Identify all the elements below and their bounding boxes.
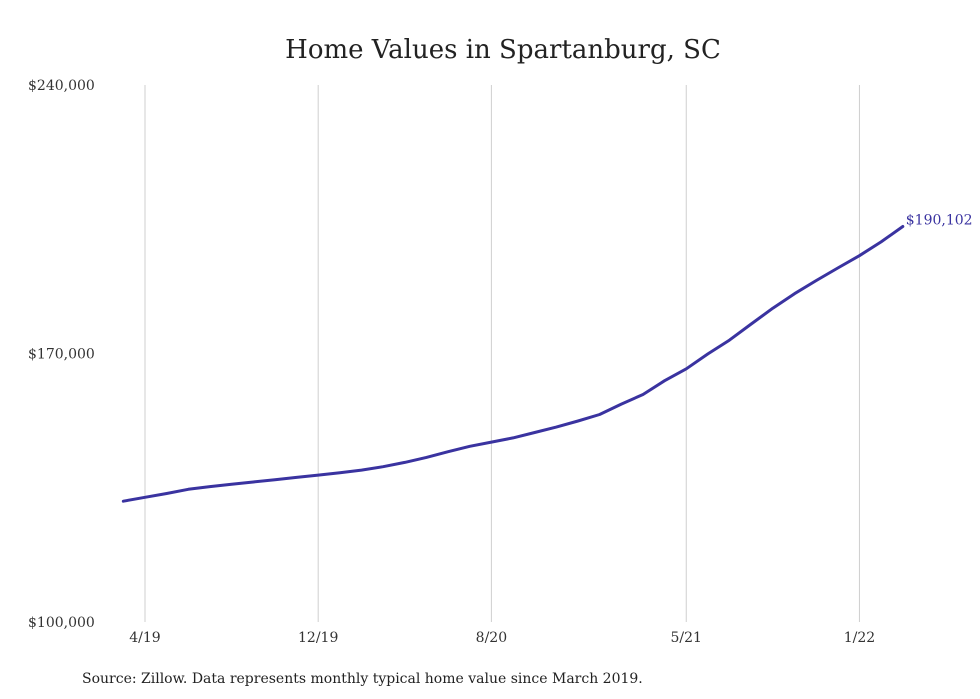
y-axis-ticks: $240,000 $170,000 $100,000 bbox=[28, 78, 95, 631]
x-tick-label: 5/21 bbox=[671, 630, 702, 646]
source-note: Source: Zillow. Data represents monthly … bbox=[82, 671, 643, 687]
x-tick-label: 4/19 bbox=[129, 630, 160, 646]
y-tick-label: $240,000 bbox=[28, 78, 95, 94]
y-tick-label: $170,000 bbox=[28, 347, 95, 363]
chart-title: Home Values in Spartanburg, SC bbox=[285, 35, 721, 65]
series-line bbox=[121, 225, 905, 503]
end-value-label: $190,102 bbox=[906, 213, 973, 229]
x-tick-label: 12/19 bbox=[298, 630, 338, 646]
gridlines bbox=[144, 85, 860, 622]
x-tick-label: 8/20 bbox=[476, 630, 507, 646]
x-tick-label: 1/22 bbox=[844, 630, 875, 646]
x-axis-ticks: 4/19 12/19 8/20 5/21 1/22 bbox=[129, 630, 875, 646]
y-tick-label: $100,000 bbox=[28, 615, 95, 631]
